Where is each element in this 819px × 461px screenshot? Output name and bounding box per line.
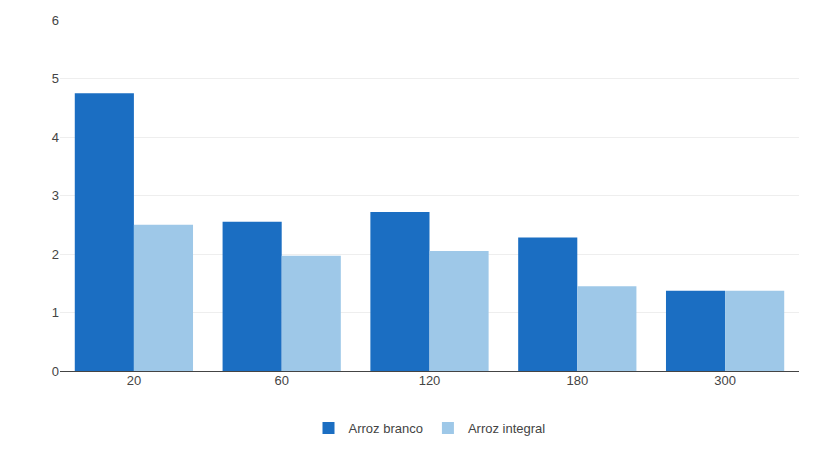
svg-text:2: 2 [52,247,59,262]
svg-text:60: 60 [274,373,288,388]
svg-text:3: 3 [52,188,59,203]
svg-text:0: 0 [52,364,59,379]
svg-text:120: 120 [419,373,441,388]
svg-text:20: 20 [127,373,141,388]
svg-text:180: 180 [566,373,588,388]
svg-text:Arroz branco: Arroz branco [349,421,423,436]
svg-text:4: 4 [52,130,59,145]
svg-text:6: 6 [52,13,59,28]
svg-text:300: 300 [714,373,736,388]
svg-text:5: 5 [52,71,59,86]
svg-text:1: 1 [52,305,59,320]
svg-text:Arroz integral: Arroz integral [468,421,545,436]
